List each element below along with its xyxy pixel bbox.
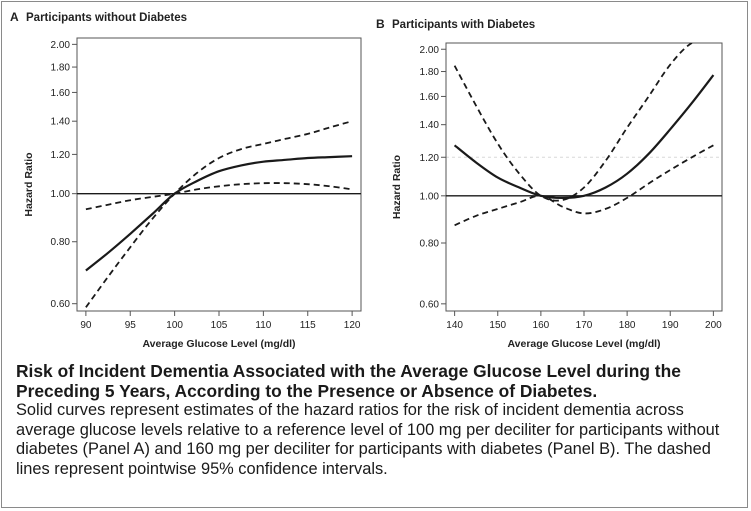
figure-caption: Risk of Incident Dementia Associated wit… — [16, 361, 741, 479]
hazard-ratio-curve — [85, 155, 353, 272]
chart-panel-b: B Participants with Diabetes 0.60 0.80 1.00 1… — [376, 17, 723, 350]
y-tick-label: 0.60 — [420, 299, 440, 310]
y-tick-label: 0.80 — [420, 239, 440, 250]
x-tick-label: 115 — [300, 320, 316, 331]
y-tick-label: 1.80 — [420, 67, 440, 78]
y-tick-label: 1.20 — [420, 153, 440, 164]
x-tick-label: 90 — [80, 320, 92, 331]
x-tick-label: 160 — [533, 320, 550, 331]
chart-panel-a: A Participants without Diabetes 0.60 0.80 1.… — [10, 10, 362, 350]
x-tick-label: 200 — [705, 320, 722, 331]
charts-area: A Participants without Diabetes 0.60 0.80 1.… — [10, 10, 723, 350]
x-tick-label: 150 — [489, 320, 506, 331]
y-axis-label: Hazard Ratio — [23, 152, 35, 216]
y-tick-label: 1.80 — [51, 63, 71, 74]
x-tick-label: 170 — [576, 320, 593, 331]
x-tick-label: 105 — [211, 320, 228, 331]
x-axis-label: Average Glucose Level (mg/dl) — [142, 338, 295, 350]
y-tick-label: 2.00 — [420, 45, 440, 56]
confidence-interval-curve — [85, 120, 353, 308]
plot-frame — [445, 42, 723, 312]
x-tick-label: 120 — [344, 320, 361, 331]
x-tick-label: 110 — [255, 320, 271, 331]
plot-frame — [76, 37, 362, 312]
y-tick-label: 0.60 — [51, 299, 71, 310]
confidence-interval-curve — [453, 43, 694, 202]
x-tick-label: 140 — [446, 320, 463, 331]
x-tick-label: 180 — [619, 320, 636, 331]
y-tick-label: 1.60 — [420, 92, 440, 103]
y-tick-label: 1.40 — [420, 120, 440, 131]
x-tick-label: 95 — [125, 320, 137, 331]
hazard-ratio-curve — [453, 74, 715, 200]
caption-title: Risk of Incident Dementia Associated wit… — [16, 361, 681, 401]
x-tick-label: 190 — [662, 320, 679, 331]
y-tick-label: 1.00 — [420, 191, 440, 202]
y-tick-label: 2.00 — [51, 40, 71, 51]
x-axis-label: Average Glucose Level (mg/dl) — [507, 338, 660, 350]
panel-letter: A — [10, 10, 19, 24]
y-tick-label: 0.80 — [51, 237, 71, 248]
confidence-interval-curve — [85, 182, 353, 211]
panel-letter: B — [376, 17, 385, 31]
x-tick-label: 100 — [166, 320, 183, 331]
panel-title: Participants with Diabetes — [392, 19, 535, 31]
y-tick-label: 1.60 — [51, 88, 71, 99]
panel-title: Participants without Diabetes — [26, 12, 187, 24]
caption-body: Solid curves represent estimates of the … — [16, 401, 720, 478]
y-tick-label: 1.20 — [51, 150, 71, 161]
y-tick-label: 1.00 — [51, 189, 71, 200]
y-tick-label: 1.40 — [51, 117, 71, 128]
y-axis-label: Hazard Ratio — [391, 155, 403, 219]
